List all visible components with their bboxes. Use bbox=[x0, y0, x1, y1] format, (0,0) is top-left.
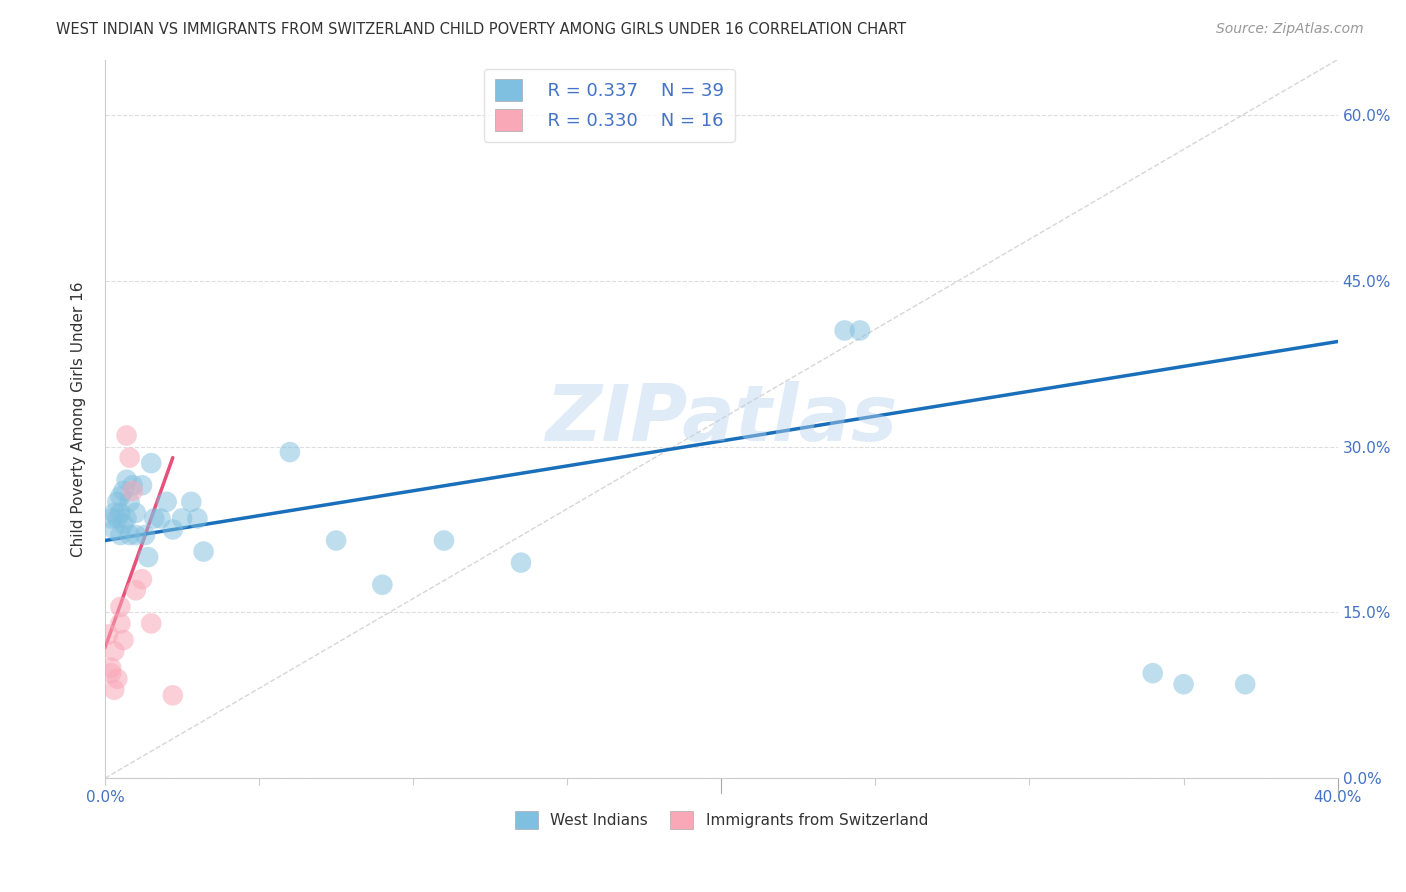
Point bbox=[125, 506, 148, 520]
Point bbox=[100, 511, 122, 525]
Y-axis label: Child Poverty Among Girls Under 16: Child Poverty Among Girls Under 16 bbox=[72, 281, 86, 557]
Point bbox=[112, 483, 135, 498]
Legend: West Indians, Immigrants from Switzerland: West Indians, Immigrants from Switzerlan… bbox=[509, 805, 934, 835]
Text: ZIPatlas: ZIPatlas bbox=[546, 381, 897, 457]
Point bbox=[105, 495, 128, 509]
Point bbox=[115, 511, 138, 525]
Point bbox=[131, 478, 153, 492]
Point bbox=[118, 495, 141, 509]
Point bbox=[834, 323, 856, 337]
Point bbox=[125, 528, 148, 542]
Point bbox=[149, 511, 172, 525]
Point bbox=[170, 511, 193, 525]
Point bbox=[136, 550, 159, 565]
Point bbox=[110, 599, 132, 614]
Point bbox=[103, 506, 125, 520]
Point bbox=[121, 483, 143, 498]
Point bbox=[110, 489, 132, 503]
Point bbox=[371, 578, 394, 592]
Point bbox=[97, 627, 120, 641]
Point bbox=[1234, 677, 1257, 691]
Point bbox=[186, 511, 208, 525]
Point bbox=[1173, 677, 1195, 691]
Point bbox=[118, 528, 141, 542]
Point bbox=[278, 445, 301, 459]
Point bbox=[105, 511, 128, 525]
Point bbox=[112, 633, 135, 648]
Point bbox=[510, 556, 533, 570]
Point bbox=[121, 478, 143, 492]
Point bbox=[100, 661, 122, 675]
Point bbox=[134, 528, 156, 542]
Point bbox=[103, 523, 125, 537]
Point bbox=[110, 528, 132, 542]
Point bbox=[112, 516, 135, 531]
Point bbox=[849, 323, 872, 337]
Point bbox=[325, 533, 347, 548]
Point bbox=[156, 495, 179, 509]
Point bbox=[162, 523, 184, 537]
Point bbox=[118, 450, 141, 465]
Text: Source: ZipAtlas.com: Source: ZipAtlas.com bbox=[1216, 22, 1364, 37]
Point bbox=[1142, 666, 1164, 681]
Point bbox=[103, 644, 125, 658]
Point bbox=[141, 456, 163, 470]
Point bbox=[143, 511, 166, 525]
Point bbox=[180, 495, 202, 509]
Text: WEST INDIAN VS IMMIGRANTS FROM SWITZERLAND CHILD POVERTY AMONG GIRLS UNDER 16 CO: WEST INDIAN VS IMMIGRANTS FROM SWITZERLA… bbox=[56, 22, 907, 37]
Point bbox=[110, 616, 132, 631]
Point bbox=[115, 428, 138, 442]
Point bbox=[115, 473, 138, 487]
Point bbox=[105, 672, 128, 686]
Point bbox=[433, 533, 456, 548]
Point bbox=[103, 682, 125, 697]
Point bbox=[125, 583, 148, 598]
Point bbox=[110, 506, 132, 520]
Point bbox=[193, 544, 215, 558]
Point bbox=[100, 666, 122, 681]
Point bbox=[141, 616, 163, 631]
Point bbox=[162, 688, 184, 702]
Point bbox=[131, 572, 153, 586]
